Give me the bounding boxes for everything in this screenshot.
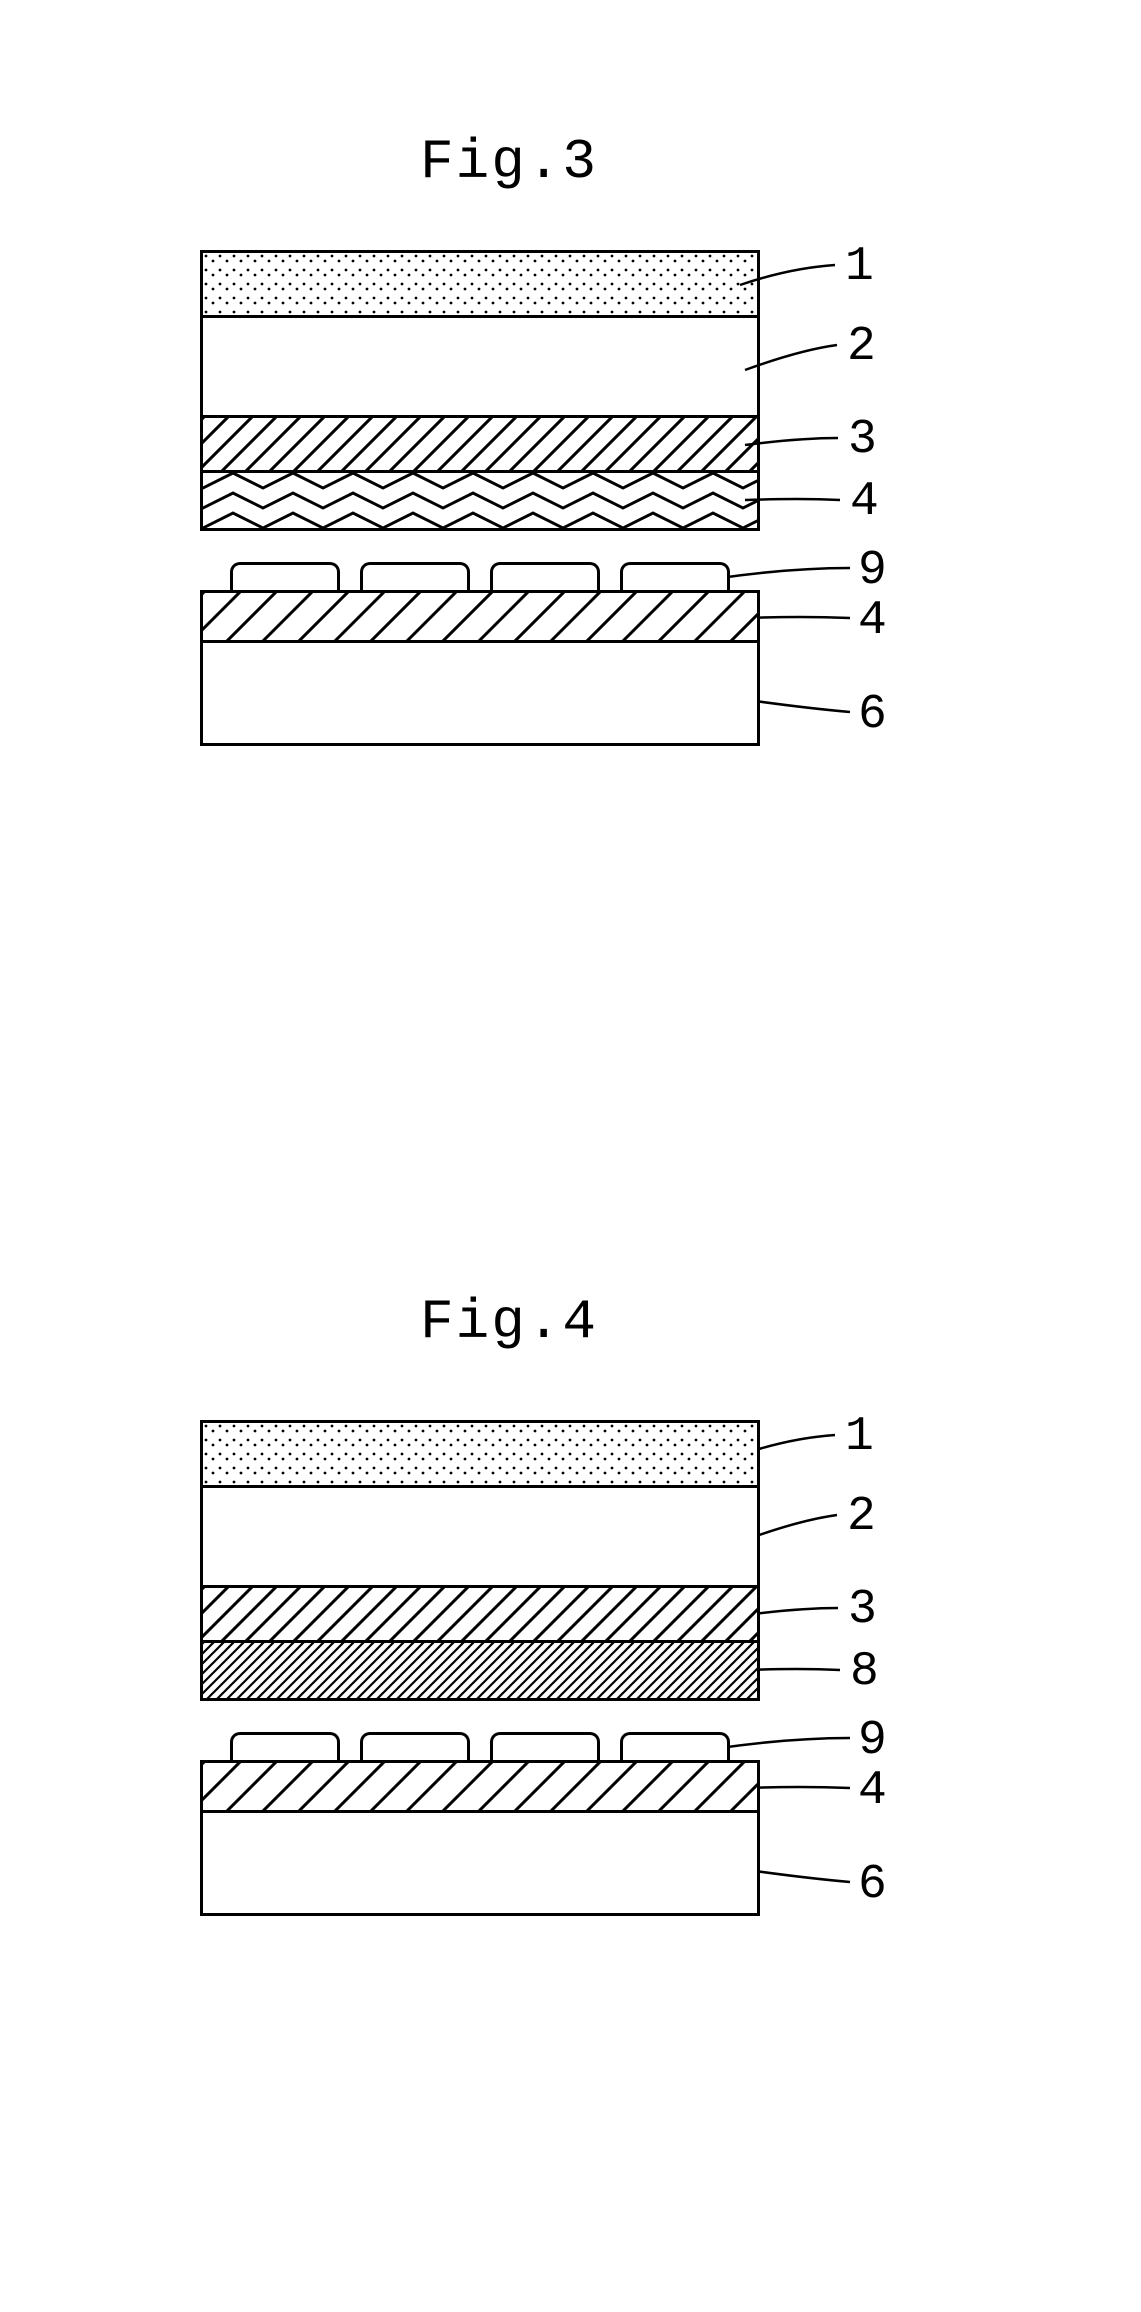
fig4-label-9: 9 [858,1714,887,1768]
bump [230,1732,340,1760]
bump [360,1732,470,1760]
fig4-label-3: 3 [848,1583,877,1637]
fig3-title: Fig.3 [420,130,598,194]
page: Fig.3 1 2 3 4 [0,0,1141,2312]
bump [620,1732,730,1760]
fig4-title: Fig.4 [420,1290,598,1354]
fig3-label-4b: 4 [858,594,887,648]
fig3-lower-layer-6 [203,643,757,743]
fig4-label-1: 1 [845,1410,874,1464]
fig4-lower-stack [200,1760,760,1916]
fig3-label-3: 3 [848,413,877,467]
fig3-lower-layer-4 [203,593,757,643]
fig3-label-6: 6 [858,688,887,742]
fig4-layer-3 [203,1588,757,1643]
bump [490,562,600,590]
fig3-label-2: 2 [847,320,876,374]
fig3-bumps [200,562,730,590]
fig3-upper-stack [200,250,760,531]
bump [620,562,730,590]
fig4-upper-stack [200,1420,760,1701]
fig3-layer-1 [203,253,757,318]
fig3-layer-4 [203,473,757,528]
fig3-label-9: 9 [858,544,887,598]
bump [230,562,340,590]
fig4-lower-layer-4 [203,1763,757,1813]
fig4-label-6: 6 [858,1858,887,1912]
fig3-label-1: 1 [845,240,874,294]
fig4-bumps [200,1732,730,1760]
bump [360,562,470,590]
fig3-layer-3 [203,418,757,473]
fig3-layer-2 [203,318,757,418]
fig4-label-4b: 4 [858,1764,887,1818]
fig4-layer-8 [203,1643,757,1698]
fig3-lower-stack [200,590,760,746]
fig4-layer-1 [203,1423,757,1488]
bump [490,1732,600,1760]
fig4-layer-2 [203,1488,757,1588]
fig4-label-2: 2 [847,1490,876,1544]
fig4-label-8: 8 [850,1645,879,1699]
fig4-lower-layer-6 [203,1813,757,1913]
fig3-label-4: 4 [850,475,879,529]
